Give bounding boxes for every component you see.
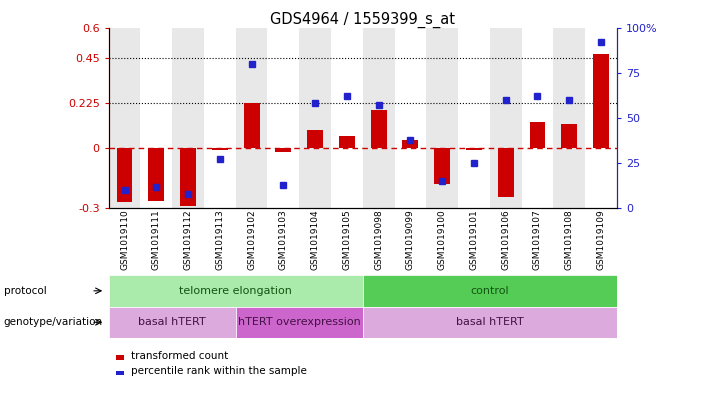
- Bar: [339, 136, 355, 148]
- Bar: [109, 275, 363, 307]
- Bar: [236, 28, 268, 208]
- Bar: [109, 307, 236, 338]
- Bar: [212, 148, 228, 150]
- Bar: [307, 130, 323, 148]
- Bar: [268, 28, 299, 208]
- Bar: [172, 28, 204, 208]
- Bar: [371, 110, 386, 148]
- Bar: [402, 140, 418, 148]
- Bar: [236, 307, 363, 338]
- Bar: [204, 28, 236, 208]
- Text: telomere elongation: telomere elongation: [179, 286, 292, 296]
- Bar: [426, 28, 458, 208]
- Bar: [466, 148, 482, 150]
- Bar: [395, 28, 426, 208]
- Bar: [593, 53, 609, 148]
- Bar: [529, 122, 545, 148]
- Text: genotype/variation: genotype/variation: [4, 317, 102, 327]
- Bar: [109, 28, 140, 208]
- Bar: [116, 355, 124, 360]
- Bar: [498, 148, 514, 197]
- Bar: [490, 28, 522, 208]
- Bar: [562, 124, 577, 148]
- Bar: [458, 28, 490, 208]
- Bar: [363, 28, 395, 208]
- Bar: [116, 371, 124, 375]
- Bar: [434, 148, 450, 184]
- Text: transformed count: transformed count: [131, 351, 229, 361]
- Bar: [140, 28, 172, 208]
- Bar: [522, 28, 553, 208]
- Text: protocol: protocol: [4, 286, 46, 296]
- Bar: [244, 103, 259, 148]
- Bar: [149, 148, 164, 201]
- Bar: [363, 307, 617, 338]
- Bar: [299, 28, 331, 208]
- Text: basal hTERT: basal hTERT: [138, 317, 206, 327]
- Text: percentile rank within the sample: percentile rank within the sample: [131, 366, 307, 376]
- Bar: [180, 148, 196, 206]
- Bar: [116, 148, 132, 202]
- Text: hTERT overexpression: hTERT overexpression: [238, 317, 360, 327]
- Bar: [363, 275, 617, 307]
- Bar: [585, 28, 617, 208]
- Text: control: control: [470, 286, 509, 296]
- Text: basal hTERT: basal hTERT: [456, 317, 524, 327]
- Bar: [331, 28, 363, 208]
- Bar: [275, 148, 292, 152]
- Bar: [553, 28, 585, 208]
- Title: GDS4964 / 1559399_s_at: GDS4964 / 1559399_s_at: [271, 11, 455, 28]
